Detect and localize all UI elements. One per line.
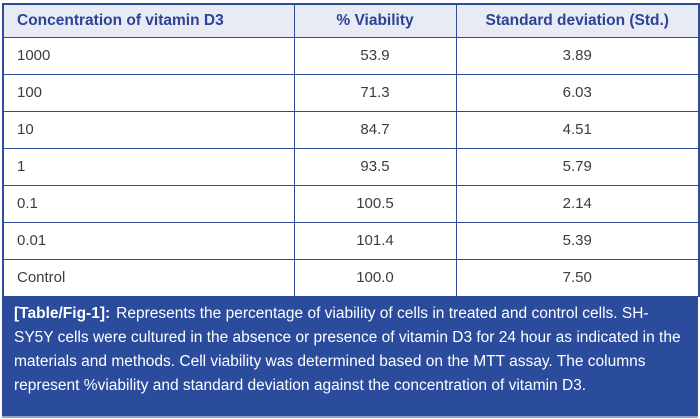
cell-viability: 100.0 [293,258,457,297]
table-row: 0.01 101.4 5.39 [2,221,700,260]
cell-std: 4.51 [455,110,700,149]
col-header-concentration: Concentration of vitamin D3 [2,3,295,38]
cell-concentration: 100 [2,73,295,112]
cell-viability: 71.3 [293,73,457,112]
table-row: 0.1 100.5 2.14 [2,184,700,223]
cell-viability: 93.5 [293,147,457,186]
col-header-std: Standard deviation (Std.) [455,3,700,38]
col-header-viability: % Viability [293,3,457,38]
cell-concentration: Control [2,258,295,297]
table-row: 100 71.3 6.03 [2,73,700,112]
table-row: 1000 53.9 3.89 [2,36,700,75]
cell-viability: 53.9 [293,36,457,75]
viability-table: Concentration of vitamin D3 % Viability … [2,3,700,297]
cell-std: 3.89 [455,36,700,75]
cell-concentration: 1 [2,147,295,186]
cell-std: 7.50 [455,258,700,297]
table-row: 1 93.5 5.79 [2,147,700,186]
header-row: Concentration of vitamin D3 % Viability … [2,3,700,38]
cell-viability: 101.4 [293,221,457,260]
table-row: 10 84.7 4.51 [2,110,700,149]
table-row: Control 100.0 7.50 [2,258,700,297]
table-header: Concentration of vitamin D3 % Viability … [2,3,700,38]
caption-text: Represents the percentage of viability o… [14,304,681,395]
cell-concentration: 1000 [2,36,295,75]
table-body: 1000 53.9 3.89 100 71.3 6.03 10 84.7 4.5… [2,36,700,297]
cell-viability: 100.5 [293,184,457,223]
table-caption: [Table/Fig-1]: Represents the percentage … [2,296,698,418]
cell-std: 5.39 [455,221,700,260]
caption-label: [Table/Fig-1]: [14,304,111,322]
cell-viability: 84.7 [293,110,457,149]
cell-concentration: 10 [2,110,295,149]
cell-std: 6.03 [455,73,700,112]
cell-concentration: 0.01 [2,221,295,260]
cell-std: 2.14 [455,184,700,223]
cell-concentration: 0.1 [2,184,295,223]
cell-std: 5.79 [455,147,700,186]
